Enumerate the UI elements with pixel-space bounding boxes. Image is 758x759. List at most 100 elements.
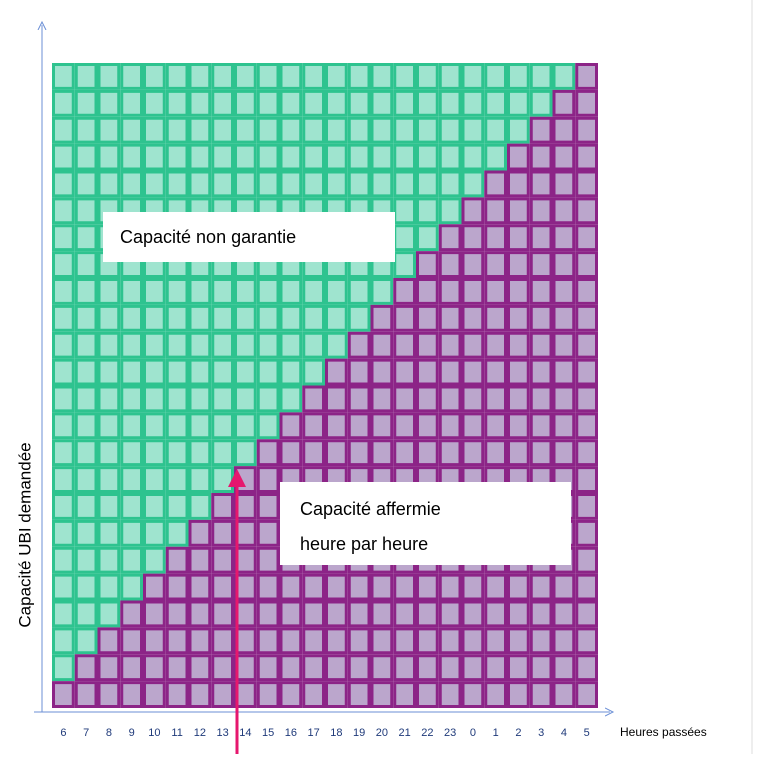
hour-label: 0 xyxy=(470,727,476,739)
committed-cell xyxy=(97,681,121,708)
committed-cell xyxy=(211,627,234,655)
uncommitted-cell xyxy=(74,358,98,386)
uncommitted-cell xyxy=(97,466,121,493)
committed-cell xyxy=(165,654,189,682)
uncommitted-cell xyxy=(165,89,189,117)
uncommitted-cell xyxy=(211,466,234,493)
uncommitted-cell xyxy=(234,412,257,440)
committed-cell xyxy=(461,654,485,682)
uncommitted-cell xyxy=(347,304,371,332)
committed-cell xyxy=(347,627,371,655)
uncommitted-cell xyxy=(74,116,98,144)
committed-cell xyxy=(507,573,530,601)
committed-cell xyxy=(552,278,576,305)
uncommitted-cell xyxy=(52,627,75,655)
committed-cell xyxy=(484,600,507,628)
uncommitted-cell xyxy=(279,278,303,305)
hour-label: 17 xyxy=(308,727,320,739)
committed-cell xyxy=(416,358,439,386)
uncommitted-cell xyxy=(211,143,234,171)
committed-cell xyxy=(461,251,485,278)
uncommitted-cell xyxy=(143,493,166,520)
uncommitted-cell xyxy=(74,224,98,252)
committed-cell xyxy=(302,600,325,628)
committed-cell xyxy=(438,573,462,601)
uncommitted-cell xyxy=(120,278,143,305)
uncommitted-cell xyxy=(256,385,280,413)
committed-cell xyxy=(347,331,371,359)
committed-cell xyxy=(507,412,530,440)
uncommitted-cell xyxy=(97,63,121,90)
uncommitted-cell xyxy=(188,358,212,386)
committed-cell xyxy=(484,573,507,601)
committed-cell xyxy=(211,573,234,601)
committed-cell xyxy=(416,654,439,682)
hour-label: 18 xyxy=(330,727,342,739)
committed-cell xyxy=(74,681,98,708)
committed-cell xyxy=(507,170,530,198)
uncommitted-cell xyxy=(74,304,98,332)
uncommitted-cell xyxy=(211,170,234,198)
uncommitted-cell xyxy=(279,170,303,198)
uncommitted-cell xyxy=(143,519,166,547)
committed-cell xyxy=(484,439,507,467)
committed-cell xyxy=(416,439,439,467)
committed-cell xyxy=(120,627,143,655)
uncommitted-cell xyxy=(52,546,75,574)
committed-cell xyxy=(302,439,325,467)
hour-label: 5 xyxy=(584,727,590,739)
committed-cell xyxy=(165,681,189,708)
uncommitted-cell xyxy=(143,439,166,467)
uncommitted-cell xyxy=(143,358,166,386)
committed-cell xyxy=(370,304,394,332)
uncommitted-cell xyxy=(188,116,212,144)
uncommitted-cell xyxy=(74,439,98,467)
uncommitted-cell xyxy=(52,466,75,493)
committed-cell xyxy=(507,197,530,225)
committed-cell xyxy=(416,681,439,708)
committed-cell xyxy=(575,681,598,708)
committed-cell xyxy=(507,627,530,655)
uncommitted-cell xyxy=(325,89,348,117)
committed-cell xyxy=(279,573,303,601)
hour-label: 9 xyxy=(129,727,135,739)
committed-cell xyxy=(416,331,439,359)
uncommitted-cell xyxy=(143,89,166,117)
uncommitted-cell xyxy=(97,358,121,386)
committed-cell xyxy=(393,654,416,682)
uncommitted-cell xyxy=(302,143,325,171)
uncommitted-cell xyxy=(97,573,121,601)
uncommitted-cell xyxy=(393,251,416,278)
committed-cell xyxy=(529,304,553,332)
committed-cell xyxy=(484,278,507,305)
uncommitted-cell xyxy=(97,519,121,547)
committed-cell xyxy=(552,412,576,440)
uncommitted-cell xyxy=(52,170,75,198)
uncommitted-cell xyxy=(256,412,280,440)
committed-cell xyxy=(575,600,598,628)
uncommitted-cell xyxy=(52,331,75,359)
committed-cell xyxy=(370,600,394,628)
uncommitted-cell xyxy=(52,224,75,252)
committed-cell xyxy=(507,331,530,359)
committed-cell xyxy=(507,600,530,628)
uncommitted-cell xyxy=(120,331,143,359)
committed-cell xyxy=(370,654,394,682)
uncommitted-cell xyxy=(256,143,280,171)
committed-cell xyxy=(302,573,325,601)
uncommitted-cell xyxy=(52,600,75,628)
hour-label: 4 xyxy=(561,727,567,739)
committed-cell xyxy=(325,654,348,682)
committed-cell xyxy=(143,681,166,708)
committed-cell xyxy=(52,681,75,708)
cell-grid xyxy=(52,63,598,708)
uncommitted-cell xyxy=(97,493,121,520)
uncommitted-cell xyxy=(279,331,303,359)
committed-cell xyxy=(552,331,576,359)
x-axis-label: Heures passées xyxy=(620,725,707,739)
committed-cell xyxy=(143,627,166,655)
committed-cell xyxy=(507,304,530,332)
committed-cell xyxy=(461,439,485,467)
committed-cell xyxy=(484,197,507,225)
uncommitted-cell xyxy=(507,63,530,90)
